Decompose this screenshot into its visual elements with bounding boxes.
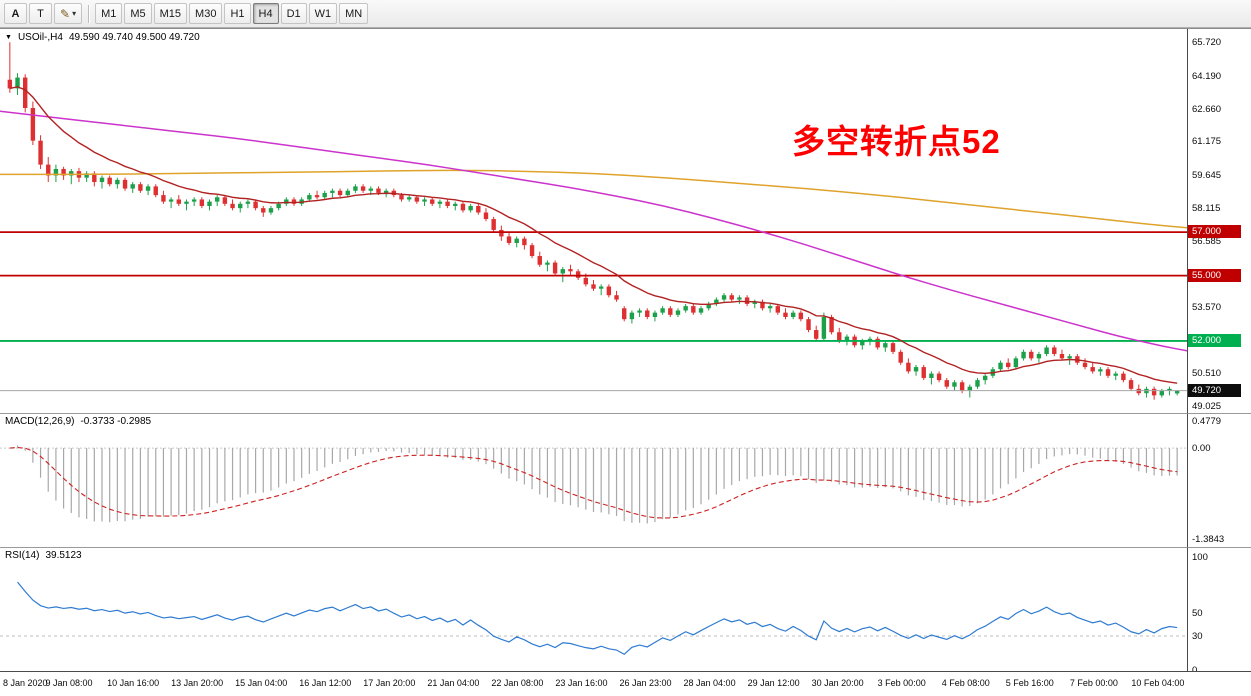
- time-axis-label: 26 Jan 23:00: [619, 678, 672, 688]
- price-axis-label: 53.570: [1192, 301, 1222, 313]
- symbol-ohlc-header: ▼ USOil-,H4 49.590 49.740 49.500 49.720: [5, 32, 200, 43]
- timeframe-button-h1[interactable]: H1: [224, 3, 251, 24]
- time-axis-label: 23 Jan 16:00: [555, 678, 608, 688]
- arrow-tool-button[interactable]: A: [4, 3, 27, 24]
- price-level-badge: 57.000: [1188, 225, 1241, 239]
- time-axis-label: 7 Feb 00:00: [1069, 678, 1118, 688]
- chart-annotation[interactable]: 多空转折点52: [792, 123, 1001, 160]
- macd-title: MACD(12,26,9): [5, 416, 75, 427]
- time-axis-label: 15 Jan 04:00: [235, 678, 288, 688]
- macd-axis-label: 0.4779: [1192, 416, 1222, 427]
- time-axis-label: 4 Feb 08:00: [941, 678, 990, 688]
- price-axis-label: 56.585: [1192, 236, 1222, 248]
- time-axis-label: 17 Jan 20:00: [363, 678, 416, 688]
- toolbar-separator: [88, 4, 90, 23]
- time-axis-label: 16 Jan 12:00: [299, 678, 352, 688]
- price-axis[interactable]: 65.720 64.190 62.660 61.175 59.645 58.115 56.5…: [1187, 29, 1251, 413]
- rsi-value: 39.5123: [45, 550, 82, 561]
- pencil-icon: ✎: [60, 6, 71, 21]
- time-axis-label: 22 Jan 08:00: [491, 678, 544, 688]
- price-axis-label: 62.660: [1192, 103, 1222, 115]
- rsi-canvas[interactable]: [0, 548, 1187, 671]
- rsi-axis-label: 50: [1192, 608, 1203, 620]
- timeframe-button-m15[interactable]: M15: [153, 3, 188, 24]
- symbol-timeframe-label: USOil-,H4: [17, 32, 63, 43]
- chevron-down-icon: ▾: [72, 9, 77, 18]
- macd-axis-label: -1.3843: [1192, 533, 1225, 545]
- price-chart-panel[interactable]: ▼ USOil-,H4 49.590 49.740 49.500 49.720 …: [0, 29, 1187, 413]
- price-axis-label: 65.720: [1192, 37, 1222, 49]
- time-axis-label: 10 Jan 16:00: [107, 678, 160, 688]
- timeframe-button-m30[interactable]: M30: [189, 3, 223, 24]
- time-axis-label: 13 Jan 20:00: [171, 678, 224, 688]
- price-axis-label: 64.190: [1192, 70, 1222, 82]
- macd-canvas[interactable]: [0, 414, 1187, 547]
- time-axis-label: 29 Jan 12:00: [747, 678, 800, 688]
- price-axis-label: 49.025: [1192, 400, 1222, 412]
- time-axis-label: 30 Jan 20:00: [811, 678, 864, 688]
- timeframe-button-m1[interactable]: M1: [95, 3, 123, 24]
- time-axis-label: 3 Feb 00:00: [877, 678, 926, 688]
- macd-axis-label: 0.00: [1192, 443, 1211, 455]
- time-axis-label: 28 Jan 04:00: [683, 678, 736, 688]
- text-tool-button[interactable]: T: [29, 3, 52, 24]
- timeframe-button-w1[interactable]: W1: [308, 3, 338, 24]
- chart-window: ▼ USOil-,H4 49.590 49.740 49.500 49.720 …: [0, 28, 1251, 696]
- rsi-axis-label: 100: [1192, 552, 1208, 564]
- price-axis-label: 50.510: [1192, 368, 1222, 380]
- time-axis-label: 9 Jan 08:00: [45, 678, 93, 688]
- timeframe-button-m5[interactable]: M5: [124, 3, 152, 24]
- price-level-badge: 52.000: [1188, 333, 1241, 347]
- timeframe-button-h4[interactable]: H4: [252, 3, 279, 24]
- toolbar: A T ✎ ▾ M1 M5 M15 M30 H1 H4 D1 W1 MN: [0, 0, 1251, 28]
- timeframe-button-mn[interactable]: MN: [339, 3, 369, 24]
- macd-label: MACD(12,26,9) -0.3733 -0.2985: [5, 416, 151, 427]
- time-axis-label: 5 Feb 16:00: [1005, 678, 1054, 688]
- current-price-badge: 49.720: [1188, 383, 1241, 397]
- draw-tool-button[interactable]: ✎ ▾: [54, 3, 83, 24]
- macd-values: -0.3733 -0.2985: [80, 416, 152, 427]
- rsi-axis[interactable]: 100 50 30 0: [1187, 547, 1251, 671]
- ohlc-values: 49.590 49.740 49.500 49.720: [68, 32, 200, 43]
- rsi-axis-label: 30: [1192, 631, 1203, 643]
- price-axis-label: 59.645: [1192, 169, 1222, 181]
- rsi-title: RSI(14): [5, 550, 40, 561]
- price-axis-label: 61.175: [1192, 136, 1222, 148]
- price-level-badge: 55.000: [1188, 268, 1241, 282]
- rsi-panel[interactable]: RSI(14) 39.5123: [0, 547, 1187, 671]
- rsi-axis-label: 0: [1192, 664, 1198, 671]
- price-axis-label: 58.115: [1192, 202, 1221, 214]
- time-axis-label: 21 Jan 04:00: [427, 678, 480, 688]
- macd-axis[interactable]: 0.4779 0.00 -1.3843: [1187, 413, 1251, 547]
- time-axis[interactable]: 8 Jan 2020 9 Jan 08:00 10 Jan 16:00 13 Jan …: [0, 671, 1251, 696]
- timeframe-button-d1[interactable]: D1: [280, 3, 307, 24]
- macd-panel[interactable]: MACD(12,26,9) -0.3733 -0.2985: [0, 413, 1187, 547]
- rsi-label: RSI(14) 39.5123: [5, 550, 82, 561]
- time-axis-label: 10 Feb 04:00: [1131, 678, 1185, 688]
- time-axis-label: 8 Jan 2020: [3, 678, 48, 688]
- chart-menu-triangle-icon[interactable]: ▼: [5, 34, 12, 41]
- main-chart-canvas[interactable]: [0, 29, 1187, 413]
